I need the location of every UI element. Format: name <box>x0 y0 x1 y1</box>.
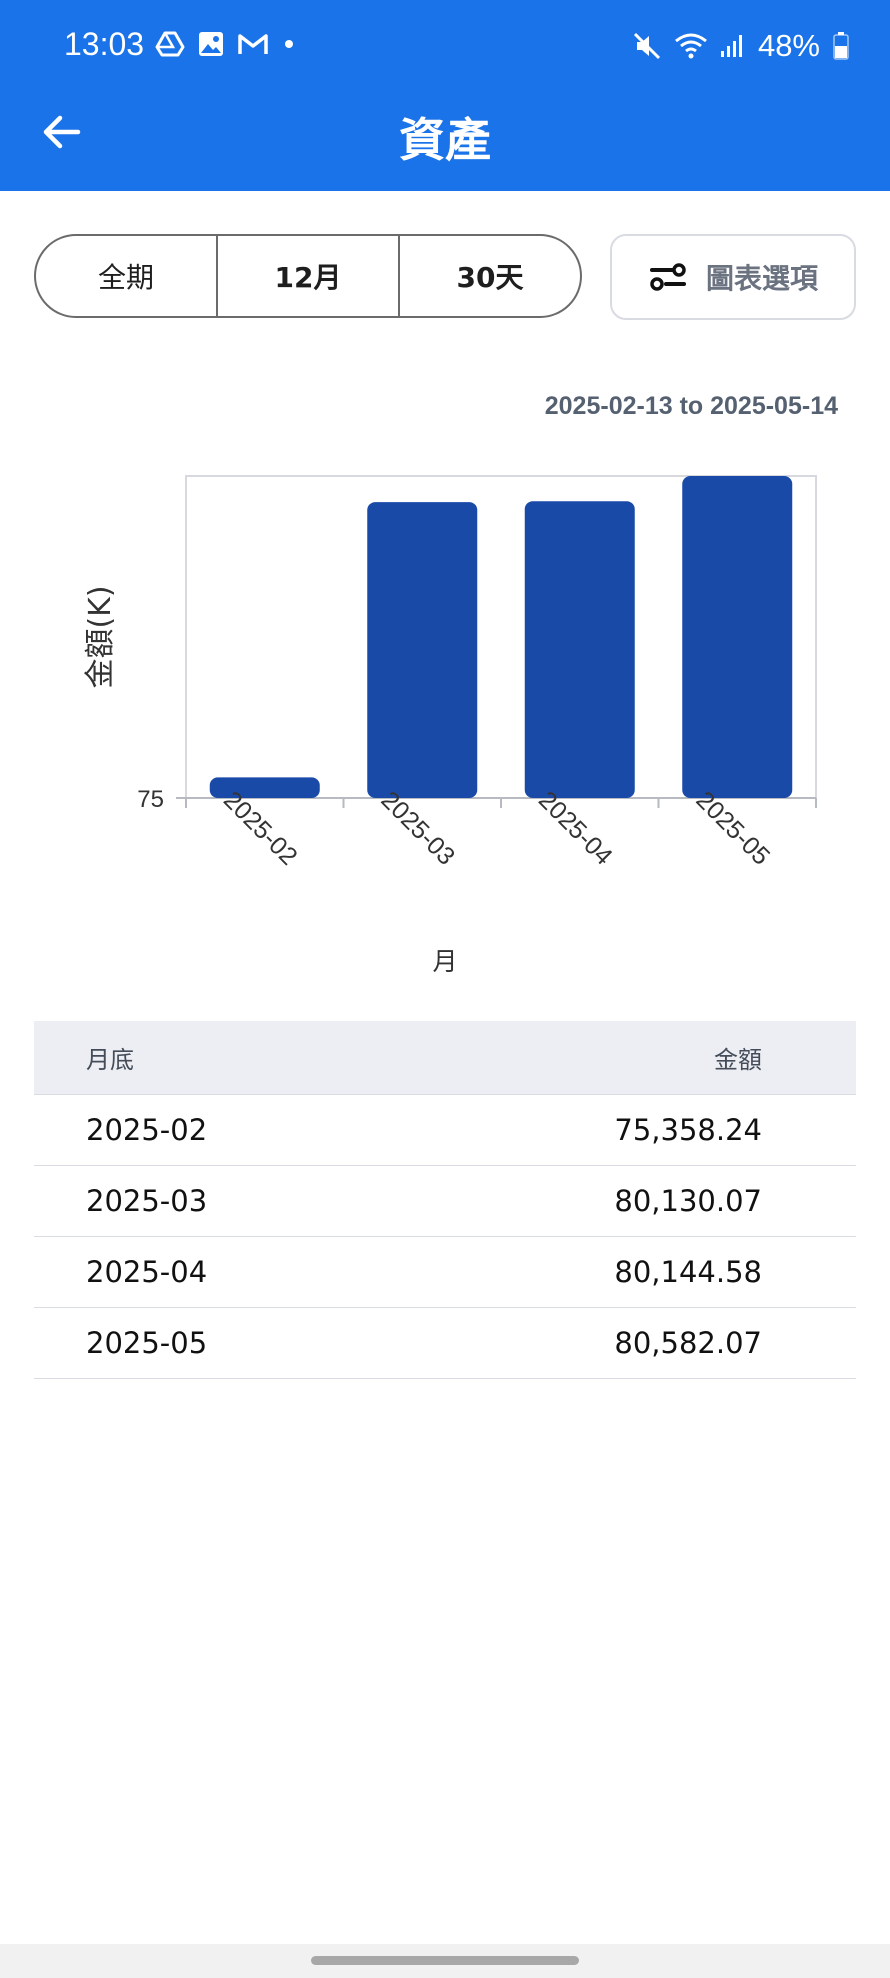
cell-amount: 80,582.07 <box>614 1326 762 1360</box>
mute-icon <box>633 32 661 60</box>
bar-2025-03 <box>367 502 478 798</box>
bar-2025-04 <box>524 501 635 798</box>
period-30-days-button[interactable]: 30天 <box>398 236 580 316</box>
cell-amount: 75,358.24 <box>614 1113 762 1147</box>
dot-icon <box>285 40 293 48</box>
period-12-months-button[interactable]: 12月 <box>216 236 398 316</box>
cell-month: 2025-03 <box>86 1184 208 1218</box>
cell-month: 2025-02 <box>86 1113 208 1147</box>
header-amount: 金額 <box>714 1046 762 1074</box>
date-range: 2025-02-13 to 2025-05-14 <box>544 392 838 420</box>
table-row[interactable]: 2025-02 75,358.24 <box>34 1095 856 1166</box>
drive-icon <box>155 31 185 57</box>
cell-amount: 80,144.58 <box>614 1255 762 1289</box>
table-row[interactable]: 2025-04 80,144.58 <box>34 1237 856 1308</box>
signal-icon <box>720 35 742 57</box>
sliders-icon <box>649 263 686 291</box>
cell-amount: 80,130.07 <box>614 1184 762 1218</box>
bar-2025-02 <box>209 777 320 798</box>
chart-options-label: 圖表選項 <box>705 262 818 295</box>
y-tick-label: 75 <box>137 786 164 813</box>
page-title: 資產 <box>399 113 491 167</box>
battery-percent: 48% <box>757 28 820 63</box>
back-button[interactable] <box>38 108 86 156</box>
period-all-button[interactable]: 全期 <box>97 261 154 294</box>
table-header: 月底 金額 <box>34 1021 856 1095</box>
header-month: 月底 <box>86 1046 134 1074</box>
x-axis-label: 月 <box>432 947 457 976</box>
status-bar: 13:03 48% <box>0 0 890 96</box>
table-row[interactable]: 2025-03 80,130.07 <box>34 1166 856 1237</box>
cell-month: 2025-05 <box>86 1326 208 1360</box>
arrow-left-icon <box>43 115 81 149</box>
table-row[interactable]: 2025-05 80,582.07 <box>34 1308 856 1379</box>
asset-table: 月底 金額 2025-02 75,358.24 2025-03 80,130.0… <box>34 1021 856 1379</box>
period-selector: 全期 12月 30天 <box>34 234 582 318</box>
home-gesture-handle[interactable] <box>311 1956 579 1965</box>
status-time: 13:03 <box>64 26 145 62</box>
image-icon <box>199 32 223 56</box>
y-axis-label: 金額(K) <box>83 585 118 688</box>
gmail-icon <box>238 34 268 54</box>
chart-options-button[interactable]: 圖表選項 <box>610 234 856 320</box>
battery-icon <box>833 32 849 60</box>
top-app-bar: 13:03 48% 資產 <box>0 0 890 191</box>
cell-month: 2025-04 <box>86 1255 208 1289</box>
wifi-icon <box>675 33 707 59</box>
bar-2025-05 <box>682 476 793 798</box>
